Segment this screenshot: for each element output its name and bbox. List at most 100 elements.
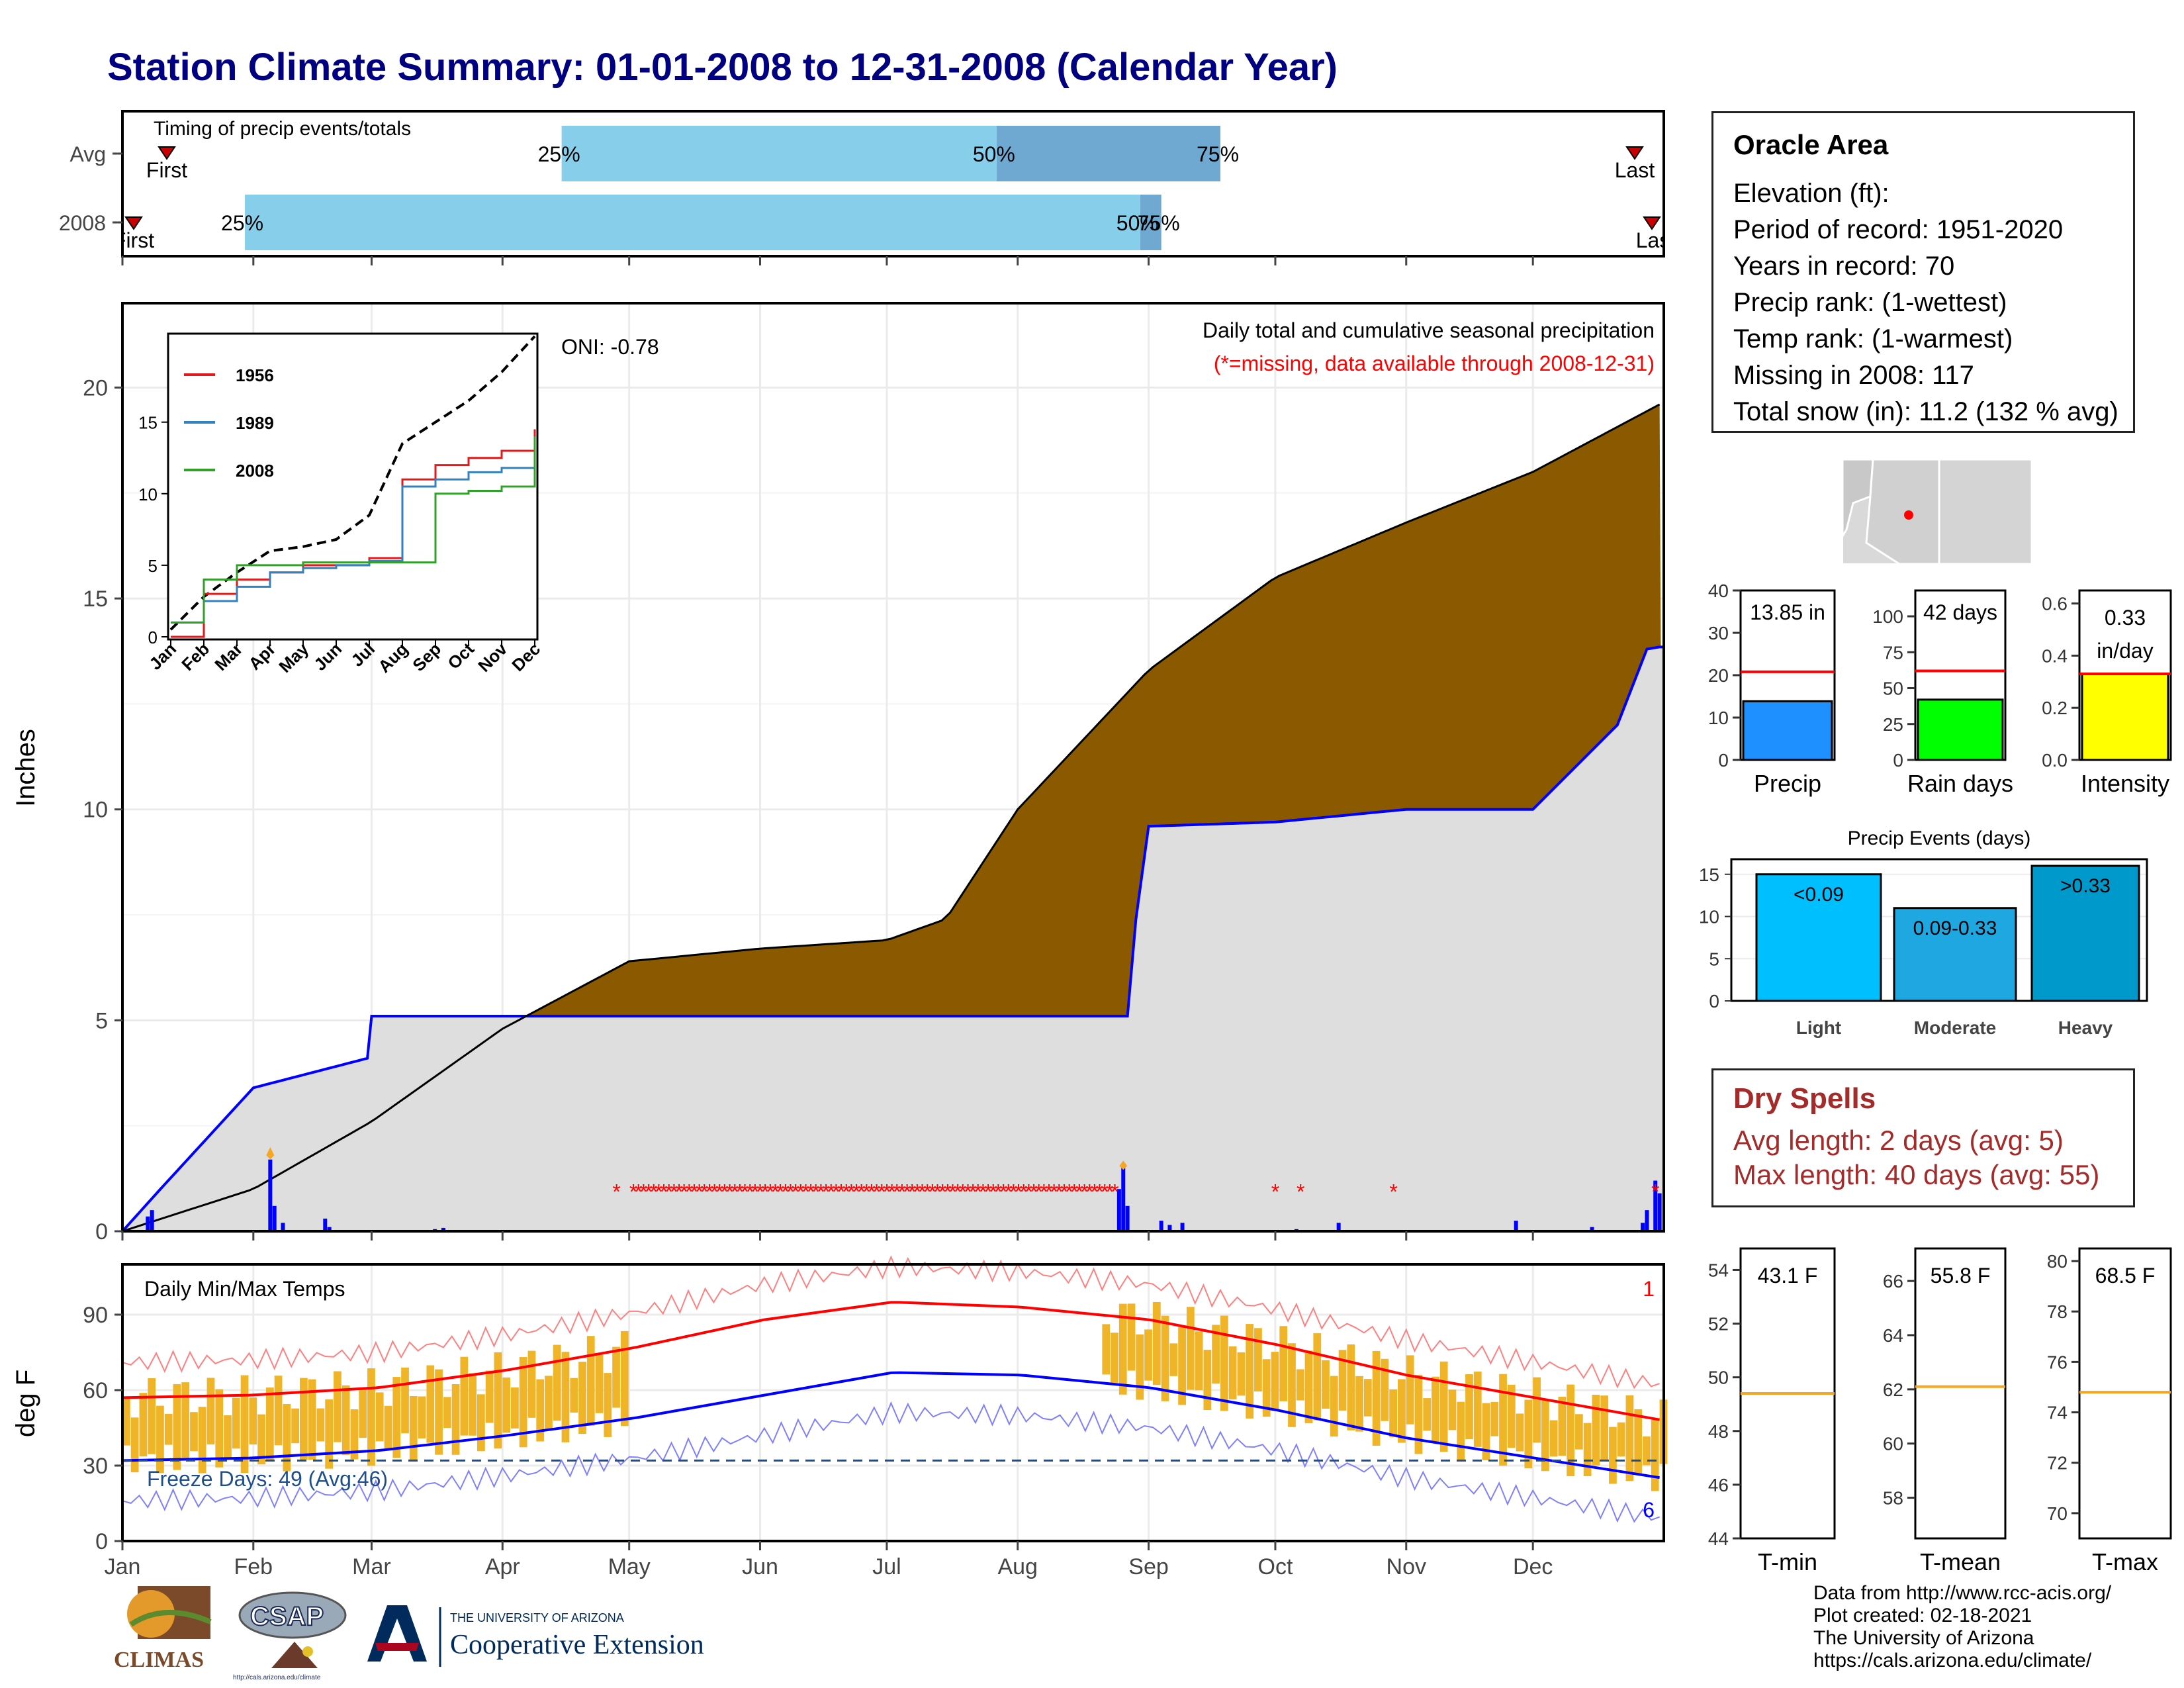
station-location-dot <box>1904 510 1913 520</box>
temp-box-tick-label: 60 <box>1883 1434 1903 1454</box>
inset-y-tick-label: 15 <box>138 413 158 433</box>
daily-temp-bar <box>1372 1350 1381 1446</box>
missing-day-marker: * <box>948 1180 956 1203</box>
daily-temp-bar <box>350 1409 359 1460</box>
daily-temp-bar <box>392 1377 401 1458</box>
event-bar <box>1893 907 2017 1002</box>
temp-box-tick-label: 74 <box>2047 1403 2068 1423</box>
temp-box-tick-label: 46 <box>1708 1475 1729 1495</box>
missing-day-marker: * <box>725 1180 733 1203</box>
month-label: Jul <box>872 1554 901 1579</box>
footer-line: The University of Arizona <box>1813 1627 2034 1649</box>
daily-temp-bar <box>1220 1315 1228 1411</box>
daily-precip-bar <box>1125 1205 1130 1231</box>
record-low-line <box>122 1401 1660 1523</box>
daily-temp-bar <box>1414 1374 1423 1454</box>
locator-map <box>1841 458 2033 565</box>
daily-temp-bar <box>401 1368 409 1434</box>
event-bar-label: 0.09-0.33 <box>1913 917 1997 939</box>
intensity-value-label: 0.33 <box>2105 606 2146 630</box>
temp-box-xlabel: T-max <box>2092 1548 2158 1575</box>
daily-precip-bar <box>1167 1225 1172 1231</box>
missing-day-marker: * <box>786 1180 794 1203</box>
precip-tick-label: 20 <box>1708 665 1729 686</box>
inset-2008-line <box>171 436 536 624</box>
daily-temp-bar <box>570 1378 578 1413</box>
daily-temp-bar <box>1304 1350 1313 1424</box>
missing-day-marker: * <box>746 1180 754 1203</box>
csap-logo: CSAP http://cals.arizona.edu/climate <box>232 1589 351 1681</box>
daily-temp-bar <box>240 1375 249 1474</box>
inset-y-tick-label: 5 <box>148 556 158 576</box>
temp-box-tick-label: 44 <box>1708 1528 1729 1549</box>
missing-day-marker: * <box>705 1180 713 1203</box>
oni-label: ONI: -0.78 <box>561 335 659 359</box>
daily-precip-bar <box>1514 1221 1518 1231</box>
missing-day-marker: * <box>645 1180 653 1203</box>
missing-day-marker: * <box>1004 1180 1012 1203</box>
daily-temp-bar <box>1330 1376 1338 1437</box>
ua-small-text: THE UNIVERSITY OF ARIZONA <box>450 1611 624 1624</box>
daily-precip-bar <box>327 1227 332 1231</box>
daily-temp-bar <box>198 1407 206 1474</box>
missing-day-marker: * <box>1045 1180 1053 1203</box>
freeze-days-label: Freeze Days: 49 (Avg:46) <box>147 1467 388 1491</box>
missing-day-marker: * <box>1106 1180 1114 1203</box>
missing-day-marker: * <box>964 1180 972 1203</box>
month-label: Sep <box>1128 1554 1169 1579</box>
precip-y-tick-label: 5 <box>95 1008 108 1033</box>
missing-day-marker: * <box>710 1180 718 1203</box>
daily-temp-bar <box>469 1373 477 1436</box>
daily-temp-bar <box>1406 1355 1414 1425</box>
intensity-tick-label: 0.2 <box>2042 698 2068 718</box>
raindays-tick-label: 50 <box>1883 679 1903 699</box>
daily-temp-bar <box>249 1397 257 1445</box>
missing-day-marker: * <box>1060 1180 1068 1203</box>
daily-temp-bar <box>291 1408 299 1444</box>
missing-day-marker: * <box>801 1180 809 1203</box>
daily-temp-bar <box>1473 1372 1482 1447</box>
dry-spells-avg: Avg length: 2 days (avg: 5) <box>1733 1125 2064 1156</box>
ua-logo: THE UNIVERSITY OF ARIZONA Cooperative Ex… <box>361 1602 758 1675</box>
precip-tick-label: 10 <box>1708 708 1729 728</box>
precip-y-tick-label: 15 <box>83 586 108 612</box>
missing-day-marker: * <box>680 1180 688 1203</box>
temp-box-tick-label: 70 <box>2047 1503 2068 1524</box>
daily-temp-bar <box>274 1376 283 1446</box>
daily-temp-bar <box>1111 1333 1118 1383</box>
daily-temp-bar <box>122 1397 130 1446</box>
precip-tick-label: 0 <box>1718 750 1729 771</box>
month-label: May <box>608 1554 651 1579</box>
timing-row-label: Avg <box>69 142 106 166</box>
temp-box-value: 55.8 F <box>1931 1264 1991 1288</box>
daily-temp-bar <box>561 1352 570 1442</box>
timing-bar-50-75 <box>1140 195 1161 250</box>
dry-spells-title: Dry Spells <box>1733 1082 1876 1115</box>
missing-day-marker: * <box>1389 1180 1397 1203</box>
info-missing: Missing in 2008: 117 <box>1733 361 1974 390</box>
intensity-bar <box>2081 673 2169 761</box>
daily-temp-bar <box>1439 1361 1448 1452</box>
daily-temp-bar <box>409 1396 418 1461</box>
missing-day-marker: * <box>629 1180 637 1203</box>
raindays-bar <box>1917 698 2004 761</box>
missing-day-marker: * <box>782 1180 790 1203</box>
missing-day-marker: * <box>979 1180 987 1203</box>
daily-temp-bar <box>257 1414 265 1465</box>
daily-temp-bar <box>1347 1344 1355 1430</box>
snow-marker <box>1119 1160 1128 1170</box>
map-arizona <box>1865 458 1940 565</box>
daily-temp-bar <box>316 1408 325 1442</box>
daily-temp-bar <box>341 1385 350 1456</box>
daily-temp-bar <box>1533 1377 1541 1443</box>
temp-box-tick-label: 54 <box>1708 1260 1729 1280</box>
missing-day-marker: * <box>1055 1180 1063 1203</box>
missing-day-marker: * <box>1651 1180 1659 1203</box>
daily-temp-bar <box>536 1379 545 1442</box>
missing-day-marker: * <box>923 1180 931 1203</box>
intensity-unit-label: in/day <box>2097 639 2153 663</box>
missing-day-marker: * <box>959 1180 967 1203</box>
precip-y-tick-label: 20 <box>83 375 108 400</box>
daily-temp-bar <box>1178 1327 1186 1405</box>
daily-temp-bar <box>1228 1346 1237 1400</box>
